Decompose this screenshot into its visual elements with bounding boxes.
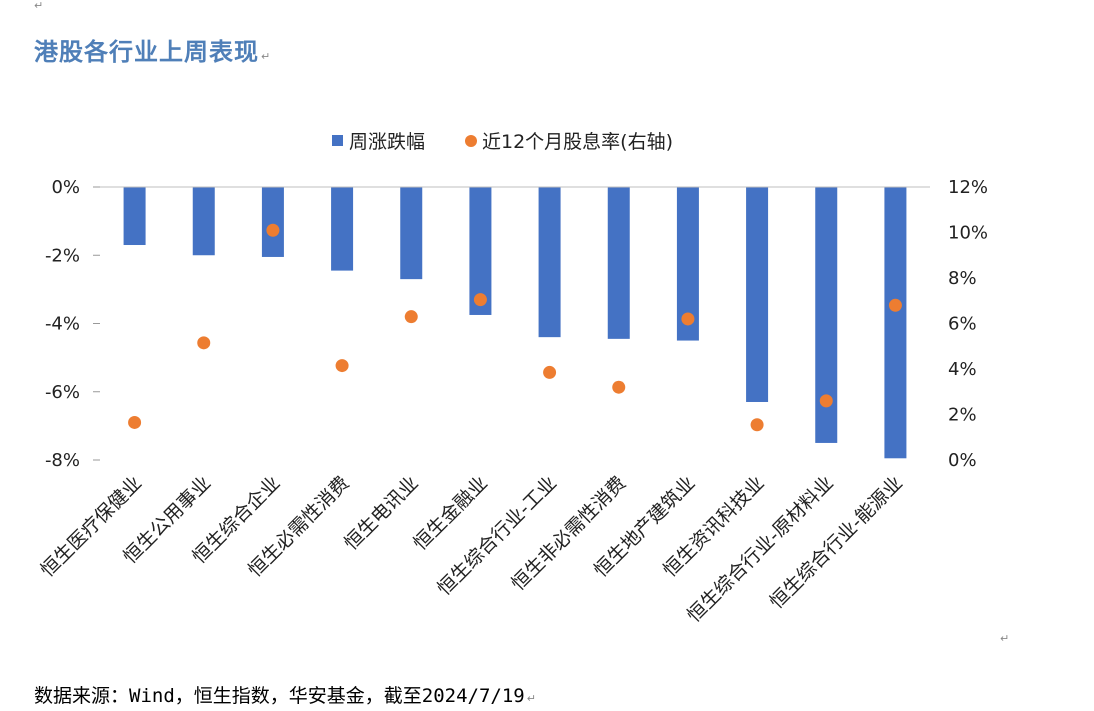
x-tick-label: 恒生综合行业-工业 (433, 472, 561, 600)
x-tick-label: 恒生综合行业-能源业 (766, 472, 907, 613)
bar-weekly-change (676, 187, 699, 341)
paragraph-mark-title: ↵ (261, 50, 272, 63)
point-dividend-yield (128, 415, 142, 429)
scatter-series (128, 223, 902, 432)
source-note: 数据来源：Wind，恒生指数，华安基金，截至2024/7/19 ↵ (34, 681, 536, 708)
paragraph-mark-footer: ↵ (526, 692, 536, 705)
bar-weekly-change (815, 187, 838, 443)
point-dividend-yield (197, 336, 211, 350)
x-axis-labels: 恒生医疗保健业恒生公用事业恒生综合企业恒生必需性消费恒生电讯业恒生金融业恒生综合… (37, 472, 907, 627)
paragraph-mark-top: ↵ (34, 0, 44, 12)
y-left-tick-label: -8% (45, 450, 80, 471)
legend-label-weekly-change: 周涨跌幅 (349, 131, 425, 153)
bar-weekly-change (538, 187, 561, 338)
point-dividend-yield (750, 418, 764, 432)
y-right-tick-label: 8% (948, 268, 977, 289)
x-tick-label: 恒生医疗保健业 (37, 472, 147, 582)
bar-series (123, 187, 907, 459)
y-right-tick-label: 10% (948, 223, 988, 244)
bar-weekly-change (469, 187, 492, 315)
page-title: 港股各行业上周表现 ↵ (34, 32, 271, 67)
point-dividend-yield (888, 298, 902, 312)
y-right-tick-label: 2% (948, 405, 977, 426)
y-left-tick-label: -2% (45, 245, 80, 266)
point-dividend-yield (681, 312, 695, 326)
x-tick-label: 恒生电讯业 (340, 472, 423, 555)
bar-weekly-change (123, 187, 146, 246)
x-tick-label: 恒生非必需性消费 (507, 472, 630, 595)
chart-svg: 周涨跌幅 近12个月股息率(右轴) 0% -2% -4% -6% -8% 12% 10% 8… (37, 131, 989, 627)
bar-weekly-change (400, 187, 423, 280)
bar-weekly-change (331, 187, 354, 271)
point-dividend-yield (543, 365, 557, 379)
point-dividend-yield (266, 223, 280, 237)
bar-weekly-change (884, 187, 907, 459)
legend-swatch-weekly-change (332, 135, 343, 146)
point-dividend-yield (473, 293, 487, 307)
page-title-text: 港股各行业上周表现 (34, 37, 259, 66)
bar-weekly-change (746, 187, 769, 402)
y-axis-right: 12% 10% 8% 6% 4% 2% 0% (948, 177, 988, 471)
y-left-tick-label: 0% (51, 177, 80, 198)
y-right-tick-label: 0% (948, 450, 977, 471)
y-right-tick-label: 4% (948, 359, 977, 380)
bar-weekly-change (261, 187, 284, 257)
point-dividend-yield (819, 394, 833, 408)
point-dividend-yield (612, 380, 626, 394)
point-dividend-yield (335, 359, 349, 373)
y-axis-left: 0% -2% -4% -6% -8% (45, 177, 100, 471)
source-note-text: 数据来源：Wind，恒生指数，华安基金，截至2024/7/19 (34, 685, 525, 707)
bar-weekly-change (192, 187, 215, 256)
y-right-tick-label: 6% (948, 314, 977, 335)
paragraph-mark-right: ↵ (1000, 632, 1010, 645)
y-left-tick-label: -6% (45, 382, 80, 403)
y-right-tick-label: 12% (948, 177, 988, 198)
point-dividend-yield (404, 310, 418, 324)
bar-weekly-change (607, 187, 630, 339)
y-left-tick-label: -4% (45, 314, 80, 335)
legend-swatch-dividend-yield (465, 135, 477, 147)
legend-label-dividend-yield: 近12个月股息率(右轴) (482, 131, 673, 153)
chart-legend: 周涨跌幅 近12个月股息率(右轴) (332, 131, 673, 153)
